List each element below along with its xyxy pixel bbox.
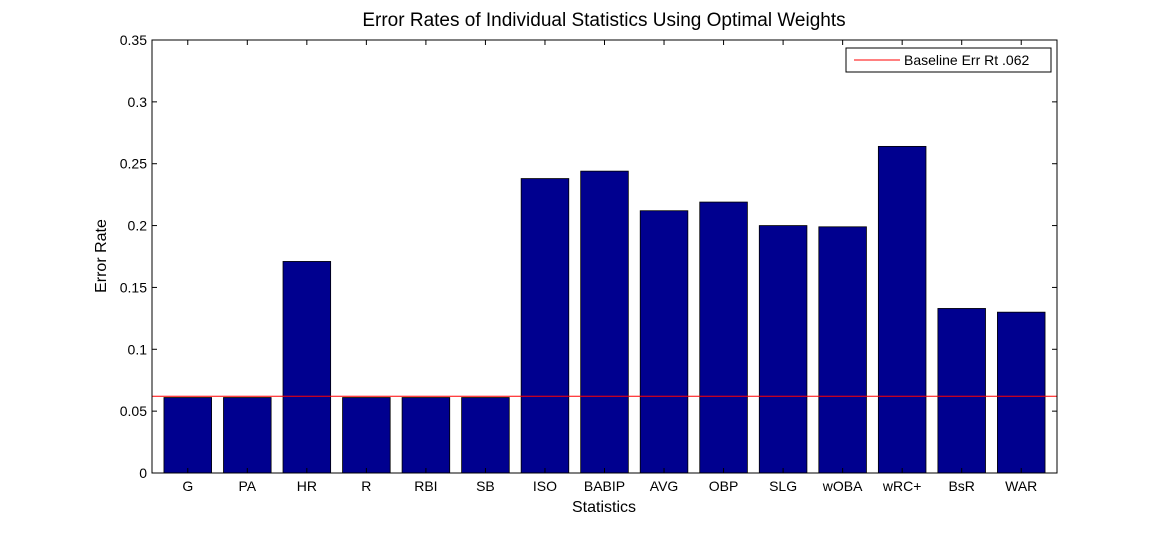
y-tick-label: 0.2 [128, 218, 148, 234]
bar-wrc [877, 145, 927, 474]
x-tick-label-babip: BABIP [584, 478, 625, 494]
bar-r [342, 397, 391, 474]
x-tick-label-war: WAR [1005, 478, 1037, 494]
legend-label-baseline: Baseline Err Rt .062 [904, 52, 1029, 68]
bar-war [997, 311, 1046, 474]
bar-babip [580, 170, 629, 474]
x-tick-label-hr: HR [297, 478, 317, 494]
bar-obp [699, 201, 748, 474]
y-axis-label: Error Rate [93, 219, 110, 293]
x-tick-label-bsr: BsR [948, 478, 974, 494]
bar-avg [639, 210, 689, 474]
y-tick-label: 0.05 [120, 403, 147, 419]
x-tick-label-slg: SLG [769, 478, 797, 494]
x-tick-label-r: R [361, 478, 371, 494]
legend: Baseline Err Rt .062 [845, 47, 1052, 73]
bar-bsr [937, 308, 986, 474]
bar-pa [223, 397, 272, 474]
y-tick-label: 0.1 [128, 341, 148, 357]
bar-rbi [401, 397, 451, 474]
y-tick-label: 0.35 [120, 32, 147, 48]
bar-g [163, 397, 212, 474]
y-tick-label: 0 [139, 465, 147, 481]
x-tick-label-pa: PA [238, 478, 256, 494]
chart-title: Error Rates of Individual Statistics Usi… [362, 10, 845, 31]
x-tick-label-sb: SB [476, 478, 495, 494]
bar-sb [461, 397, 510, 474]
x-tick-label-obp: OBP [709, 478, 739, 494]
x-tick-label-wrc: wRC+ [882, 478, 922, 494]
bar-slg [758, 225, 808, 474]
x-tick-label-g: G [182, 478, 193, 494]
y-tick-label: 0.15 [120, 279, 147, 295]
bar-iso [520, 178, 570, 474]
x-tick-label-rbi: RBI [414, 478, 437, 494]
y-tick-label: 0.3 [128, 94, 148, 110]
x-tick-label-iso: ISO [533, 478, 557, 494]
bar-hr [282, 261, 332, 474]
x-tick-label-avg: AVG [650, 478, 679, 494]
y-tick-label: 0.25 [120, 156, 147, 172]
x-tick-label-woba: wOBA [822, 478, 863, 494]
bar-woba [818, 226, 867, 474]
legend-box [845, 47, 1052, 73]
x-axis-label: Statistics [572, 499, 636, 516]
